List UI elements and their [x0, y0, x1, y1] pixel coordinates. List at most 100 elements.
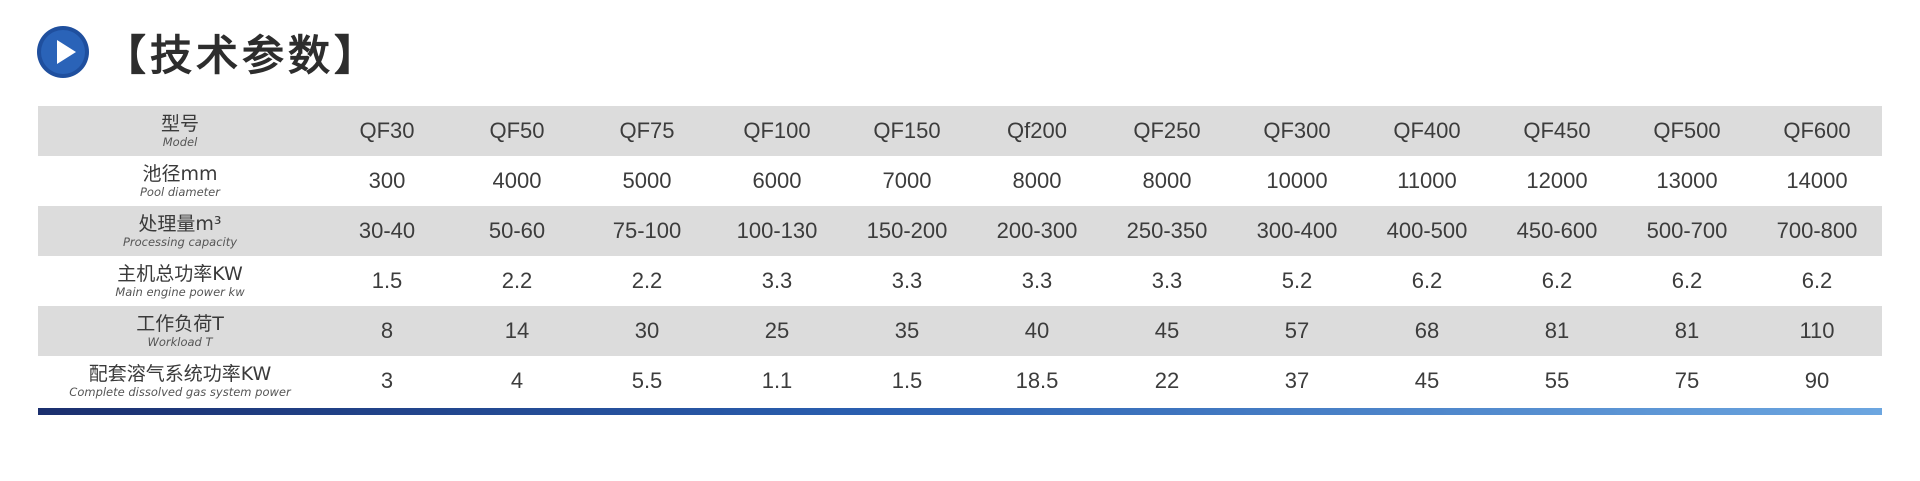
table-cell: 1.5 — [842, 356, 972, 406]
table-row: 配套溶气系统功率KW Complete dissolved gas system … — [38, 356, 1882, 406]
table-cell: QF150 — [842, 106, 972, 156]
table-cell: 1.1 — [712, 356, 842, 406]
row-label: 配套溶气系统功率KW Complete dissolved gas system … — [38, 356, 322, 406]
row-label-en: Processing capacity — [122, 235, 238, 249]
table-cell: 3.3 — [972, 256, 1102, 306]
table-cell: 57 — [1232, 306, 1362, 356]
table-cell: 30-40 — [322, 206, 452, 256]
row-label: 处理量m³ Processing capacity — [38, 206, 322, 256]
table-cell: 11000 — [1362, 156, 1492, 206]
section-title: 【技术参数】 — [104, 30, 381, 80]
table-row: 主机总功率KW Main engine power kw 1.5 2.2 2.2 3.3 3… — [38, 256, 1882, 306]
table-cell: QF30 — [322, 106, 452, 156]
table-cell: 3.3 — [712, 256, 842, 306]
table-cell: QF500 — [1622, 106, 1752, 156]
table-cell: 300 — [322, 156, 452, 206]
table-cell: 14000 — [1752, 156, 1882, 206]
table-cell: 22 — [1102, 356, 1232, 406]
table-cell: 45 — [1362, 356, 1492, 406]
table-cell: 6.2 — [1622, 256, 1752, 306]
table-cell: 18.5 — [972, 356, 1102, 406]
table-cell: 400-500 — [1362, 206, 1492, 256]
table-cell: QF50 — [452, 106, 582, 156]
row-label: 池径mm Pool diameter — [38, 156, 322, 206]
table-cell: 5.2 — [1232, 256, 1362, 306]
table-cell: 5000 — [582, 156, 712, 206]
row-label: 主机总功率KW Main engine power kw — [38, 256, 322, 306]
table-cell: 14 — [452, 306, 582, 356]
table-cell: QF600 — [1752, 106, 1882, 156]
row-label-cn: 工作负荷T — [136, 313, 224, 335]
table-cell: 13000 — [1622, 156, 1752, 206]
row-label-cn: 处理量m³ — [138, 213, 222, 235]
table-cell: 8000 — [1102, 156, 1232, 206]
table-cell: QF400 — [1362, 106, 1492, 156]
table-cell: 55 — [1492, 356, 1622, 406]
table-cell: QF75 — [582, 106, 712, 156]
row-label-en: Pool diameter — [140, 185, 220, 199]
table-cell: 2.2 — [582, 256, 712, 306]
row-label-en: Model — [162, 135, 198, 149]
table-cell: 8 — [322, 306, 452, 356]
row-label-cn: 池径mm — [142, 163, 218, 185]
row-label-cn: 主机总功率KW — [117, 263, 243, 285]
table-cell: 700-800 — [1752, 206, 1882, 256]
table-cell: 500-700 — [1622, 206, 1752, 256]
table-cell: 30 — [582, 306, 712, 356]
table-cell: 100-130 — [712, 206, 842, 256]
row-label: 型号 Model — [38, 106, 322, 156]
table-cell: 3 — [322, 356, 452, 406]
row-label-en: Main engine power kw — [115, 285, 245, 299]
table-cell: 25 — [712, 306, 842, 356]
table-cell: 6.2 — [1492, 256, 1622, 306]
row-label: 工作负荷T Workload T — [38, 306, 322, 356]
table-cell: 450-600 — [1492, 206, 1622, 256]
table-cell: 8000 — [972, 156, 1102, 206]
spec-table: 型号 Model QF30 QF50 QF75 QF100 QF150 Qf200 QF250 Q… — [38, 106, 1882, 406]
table-cell: 37 — [1232, 356, 1362, 406]
table-cell: QF100 — [712, 106, 842, 156]
table-cell: QF300 — [1232, 106, 1362, 156]
table-cell: 300-400 — [1232, 206, 1362, 256]
table-cell: QF450 — [1492, 106, 1622, 156]
table-cell: 40 — [972, 306, 1102, 356]
row-label-en: Workload T — [147, 335, 213, 349]
table-cell: 90 — [1752, 356, 1882, 406]
row-label-cn: 配套溶气系统功率KW — [88, 363, 272, 385]
table-row: 池径mm Pool diameter 300 4000 5000 6000 7000 8000… — [38, 156, 1882, 206]
play-circle-icon — [37, 26, 89, 78]
table-cell: 81 — [1622, 306, 1752, 356]
row-label-cn: 型号 — [160, 113, 199, 135]
bottom-rule — [38, 408, 1882, 415]
table-cell: 3.3 — [842, 256, 972, 306]
table-cell: 7000 — [842, 156, 972, 206]
table-cell: 75 — [1622, 356, 1752, 406]
table-row: 处理量m³ Processing capacity 30-40 50-60 75-100… — [38, 206, 1882, 256]
table-cell: 6.2 — [1362, 256, 1492, 306]
table-cell: 4 — [452, 356, 582, 406]
table-cell: 250-350 — [1102, 206, 1232, 256]
table-cell: 6000 — [712, 156, 842, 206]
table-cell: 68 — [1362, 306, 1492, 356]
table-cell: 81 — [1492, 306, 1622, 356]
table-cell: 110 — [1752, 306, 1882, 356]
table-cell: 3.3 — [1102, 256, 1232, 306]
table-cell: Qf200 — [972, 106, 1102, 156]
table-row: 型号 Model QF30 QF50 QF75 QF100 QF150 Qf200 QF250 Q… — [38, 106, 1882, 156]
table-cell: 6.2 — [1752, 256, 1882, 306]
table-cell: 4000 — [452, 156, 582, 206]
section-header: 【技术参数】 — [36, 24, 380, 80]
table-cell: 35 — [842, 306, 972, 356]
table-cell: 150-200 — [842, 206, 972, 256]
table-cell: QF250 — [1102, 106, 1232, 156]
table-cell: 200-300 — [972, 206, 1102, 256]
row-label-en: Complete dissolved gas system power — [69, 385, 291, 399]
table-row: 工作负荷T Workload T 8 14 30 25 35 40 45 57 68 81 81 110 — [38, 306, 1882, 356]
table-cell: 75-100 — [582, 206, 712, 256]
table-cell: 45 — [1102, 306, 1232, 356]
table-cell: 50-60 — [452, 206, 582, 256]
table-cell: 12000 — [1492, 156, 1622, 206]
table-cell: 1.5 — [322, 256, 452, 306]
table-cell: 2.2 — [452, 256, 582, 306]
table-cell: 10000 — [1232, 156, 1362, 206]
